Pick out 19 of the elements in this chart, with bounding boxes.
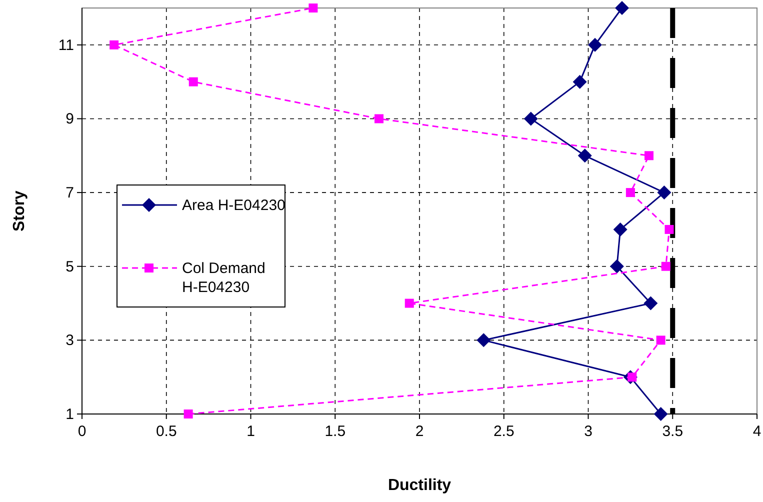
y-axis-title: Story: [11, 190, 28, 232]
legend-label: Col Demand H-E04230: [182, 260, 266, 296]
y-tick-label: 1: [66, 406, 74, 423]
x-axis-title: Ductility: [388, 477, 452, 494]
x-tick-label: 1.5: [324, 423, 346, 440]
x-tick-label: 3: [584, 423, 592, 440]
y-tick-label: 3: [66, 332, 74, 350]
y-tick-label: 9: [66, 110, 74, 128]
x-tick-label: 0: [78, 423, 86, 440]
x-tick-label: 0.5: [156, 423, 177, 440]
x-tick-label: 2.5: [493, 423, 514, 440]
y-tick-label: 7: [66, 184, 74, 202]
x-tick-label: 1: [246, 423, 255, 440]
y-tick-label: 5: [66, 258, 74, 276]
legend-label: Area H-E04230: [182, 197, 286, 214]
x-tick-label: 3.5: [662, 423, 684, 440]
x-tick-label: 4: [752, 423, 762, 440]
x-tick-label: 2: [415, 423, 424, 440]
y-tick-label: 11: [58, 36, 74, 54]
